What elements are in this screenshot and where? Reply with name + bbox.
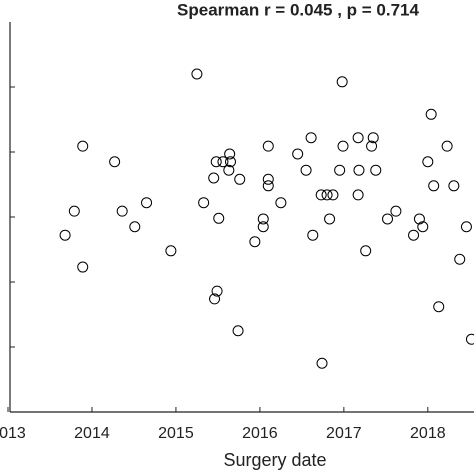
point	[300, 164, 312, 176]
x-tick-label: 2016	[242, 425, 278, 442]
point	[275, 197, 287, 209]
point	[223, 164, 235, 176]
point	[334, 164, 346, 176]
chart-title: Spearman r = 0.045 , p = 0.714	[177, 0, 419, 19]
point	[208, 172, 220, 184]
point	[116, 205, 128, 217]
point	[428, 180, 440, 192]
point	[262, 173, 274, 185]
x-tick-label: 2017	[326, 425, 362, 442]
point	[59, 229, 71, 241]
point	[422, 156, 434, 168]
point	[327, 189, 339, 201]
point	[213, 212, 225, 224]
point	[390, 205, 402, 217]
point	[109, 156, 121, 168]
point	[224, 148, 236, 160]
point	[321, 189, 333, 201]
point	[382, 213, 394, 225]
point	[324, 213, 336, 225]
point	[336, 76, 348, 88]
point	[77, 261, 89, 273]
point	[366, 140, 378, 152]
point	[191, 68, 203, 80]
x-axis-label: Surgery date	[223, 450, 326, 470]
point	[352, 132, 364, 144]
point	[305, 132, 317, 144]
point	[370, 164, 382, 176]
x-tick-label: 2015	[158, 425, 194, 442]
point	[353, 164, 365, 176]
point	[257, 213, 269, 225]
point	[460, 221, 472, 233]
point	[209, 293, 221, 305]
point	[441, 140, 453, 152]
point	[262, 180, 274, 192]
x-tick-label: 2014	[74, 425, 110, 442]
point	[165, 245, 177, 257]
point	[211, 285, 223, 297]
point	[454, 253, 466, 265]
point	[68, 205, 80, 217]
x-tick-label: 2013	[0, 425, 26, 442]
point	[210, 156, 222, 168]
point	[141, 197, 153, 209]
point	[129, 221, 141, 233]
point	[433, 301, 445, 313]
point	[234, 173, 246, 185]
point	[360, 245, 372, 257]
point	[198, 197, 210, 209]
point	[425, 108, 437, 120]
point	[367, 132, 379, 144]
point	[77, 140, 89, 152]
point	[352, 189, 364, 201]
point	[249, 236, 261, 248]
point	[292, 148, 304, 160]
point	[465, 333, 474, 345]
point	[337, 140, 349, 152]
point	[232, 325, 244, 337]
point	[315, 189, 327, 201]
point	[417, 221, 429, 233]
point	[448, 180, 460, 192]
point	[257, 221, 269, 233]
point	[408, 229, 420, 241]
point	[307, 229, 319, 241]
point	[413, 213, 425, 225]
point	[225, 156, 237, 168]
x-tick-label: 2018	[410, 425, 446, 442]
point	[316, 357, 328, 369]
point	[217, 156, 229, 168]
point	[262, 140, 274, 152]
